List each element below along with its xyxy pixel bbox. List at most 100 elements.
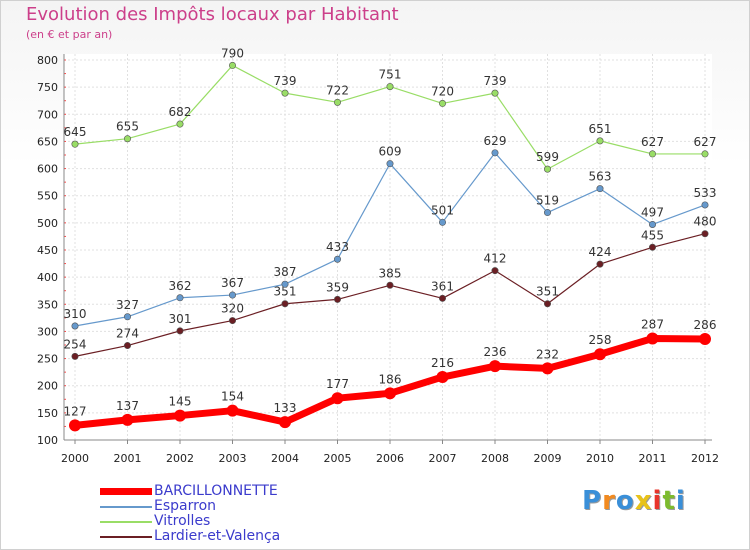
data-label: 286 — [694, 318, 717, 332]
y-tick-label: 550 — [37, 190, 58, 203]
y-tick-label: 300 — [37, 325, 58, 338]
data-point — [438, 218, 446, 226]
y-tick-label: 500 — [37, 217, 58, 230]
data-label: 480 — [694, 215, 717, 229]
data-point — [174, 409, 186, 422]
data-label: 133 — [274, 401, 297, 415]
data-label: 722 — [326, 83, 349, 97]
x-tick-label: 2012 — [691, 452, 719, 465]
data-point — [281, 300, 289, 308]
data-label: 599 — [536, 150, 559, 164]
y-tick-label: 700 — [37, 108, 58, 121]
logo-letter: P — [582, 486, 603, 516]
legend-swatch — [100, 536, 152, 538]
data-label: 385 — [379, 266, 402, 280]
x-tick-label: 2000 — [61, 452, 89, 465]
data-point — [333, 295, 341, 303]
data-label: 627 — [694, 135, 717, 149]
legend-label: BARCILLONNETTE — [154, 483, 278, 499]
plot-area — [64, 54, 712, 440]
logo-letter: t — [662, 486, 676, 516]
y-tick-label: 600 — [37, 163, 58, 176]
data-point — [333, 255, 341, 263]
data-point — [124, 342, 132, 350]
data-label: 627 — [641, 135, 664, 149]
data-point — [279, 416, 291, 429]
data-label: 739 — [274, 74, 297, 88]
data-point — [648, 220, 656, 228]
data-label: 645 — [64, 125, 87, 139]
data-point — [176, 120, 184, 128]
data-point — [384, 387, 396, 400]
data-label: 455 — [641, 228, 664, 242]
data-point — [489, 360, 501, 373]
data-point — [71, 352, 79, 360]
data-label: 629 — [484, 134, 507, 148]
data-label: 739 — [484, 74, 507, 88]
y-tick-label: 100 — [37, 434, 58, 447]
data-point — [226, 404, 239, 417]
data-point — [436, 371, 449, 384]
data-point — [176, 294, 184, 302]
logo-letter: i — [675, 486, 686, 516]
data-label: 232 — [536, 347, 559, 361]
data-label: 254 — [64, 337, 87, 351]
y-tick-label: 150 — [37, 407, 58, 420]
data-point — [596, 185, 604, 193]
x-tick-label: 2001 — [114, 452, 142, 465]
data-point — [229, 291, 237, 299]
y-tick-label: 800 — [37, 54, 58, 67]
legend-swatch — [100, 506, 152, 508]
data-label: 177 — [326, 377, 349, 391]
legend-swatch — [100, 488, 152, 495]
data-label: 359 — [326, 280, 349, 294]
data-label: 651 — [589, 122, 612, 136]
y-tick-label: 650 — [37, 135, 58, 148]
y-tick-label: 400 — [37, 271, 58, 284]
logo-letter: x — [634, 486, 653, 516]
legend-label: Vitrolles — [154, 513, 211, 529]
logo-letter: i — [652, 486, 663, 516]
data-label: 533 — [694, 186, 717, 200]
data-label: 137 — [116, 399, 139, 413]
y-tick-label: 250 — [37, 353, 58, 366]
data-point — [438, 99, 446, 107]
data-label: 362 — [169, 279, 192, 293]
data-label: 154 — [221, 390, 244, 404]
data-point — [596, 137, 604, 145]
x-tick-label: 2003 — [219, 452, 247, 465]
data-point — [386, 83, 394, 91]
data-label: 563 — [589, 170, 612, 184]
data-label: 287 — [641, 317, 664, 331]
data-point — [491, 149, 499, 157]
data-point — [491, 267, 499, 275]
x-tick-label: 2002 — [166, 452, 194, 465]
data-point — [69, 419, 81, 432]
data-label: 412 — [484, 252, 507, 266]
y-tick-label: 350 — [37, 298, 58, 311]
data-label: 751 — [379, 68, 402, 82]
data-label: 216 — [431, 356, 454, 370]
legend-label: Lardier-et-Valença — [154, 528, 281, 544]
data-label: 519 — [536, 194, 559, 208]
data-point — [124, 135, 132, 143]
y-tick-label: 750 — [37, 81, 58, 94]
data-point — [229, 317, 237, 325]
y-tick-label: 200 — [37, 380, 58, 393]
data-label: 367 — [221, 276, 244, 290]
data-label: 351 — [536, 285, 559, 299]
data-label: 351 — [274, 285, 297, 299]
data-point — [543, 209, 551, 217]
data-label: 501 — [431, 203, 454, 217]
data-point — [648, 243, 656, 251]
x-tick-label: 2009 — [534, 452, 562, 465]
data-label: 301 — [169, 312, 192, 326]
x-tick-label: 2004 — [271, 452, 299, 465]
data-label: 274 — [116, 327, 139, 341]
data-point — [491, 89, 499, 97]
data-label: 145 — [169, 395, 192, 409]
data-label: 258 — [589, 333, 612, 347]
x-tick-label: 2005 — [324, 452, 352, 465]
data-point — [541, 362, 554, 375]
data-point — [648, 150, 656, 158]
